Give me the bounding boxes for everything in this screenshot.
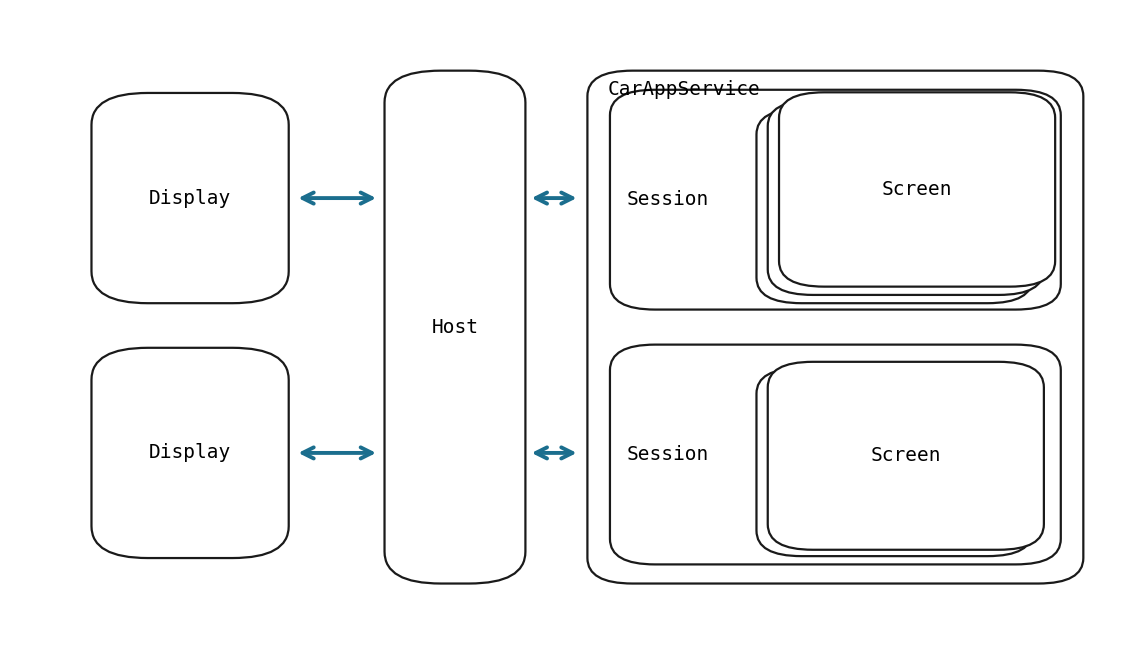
Text: CarAppService: CarAppService [608, 80, 760, 99]
FancyBboxPatch shape [91, 348, 289, 558]
Text: Display: Display [149, 443, 232, 462]
Text: Display: Display [149, 189, 232, 208]
FancyBboxPatch shape [779, 92, 1055, 286]
FancyBboxPatch shape [385, 71, 525, 583]
FancyBboxPatch shape [756, 109, 1033, 303]
Text: Screen: Screen [871, 447, 941, 465]
Text: Session: Session [626, 445, 709, 464]
FancyBboxPatch shape [610, 90, 1061, 310]
FancyBboxPatch shape [756, 368, 1033, 556]
FancyBboxPatch shape [588, 71, 1083, 583]
FancyBboxPatch shape [768, 362, 1044, 549]
Text: Host: Host [431, 318, 478, 337]
FancyBboxPatch shape [610, 344, 1061, 564]
Text: Screen: Screen [882, 180, 953, 199]
FancyBboxPatch shape [91, 93, 289, 303]
FancyBboxPatch shape [768, 101, 1044, 295]
Text: Session: Session [626, 190, 709, 209]
